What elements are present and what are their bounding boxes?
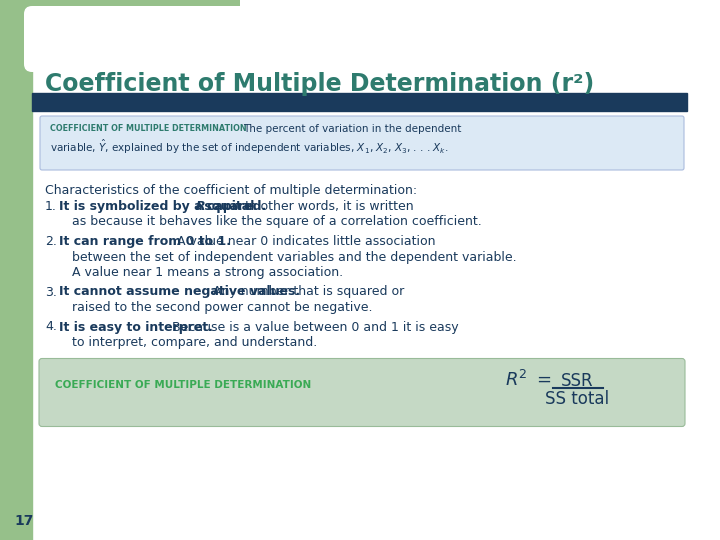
Text: 2.: 2. xyxy=(45,235,57,248)
Text: Because is a value between 0 and 1 it is easy: Because is a value between 0 and 1 it is… xyxy=(168,321,459,334)
FancyBboxPatch shape xyxy=(0,0,240,50)
Text: squared.: squared. xyxy=(200,200,266,213)
Text: COEFFICIENT OF MULTIPLE DETERMINATION: COEFFICIENT OF MULTIPLE DETERMINATION xyxy=(50,124,247,133)
Text: It is symbolized by a capital: It is symbolized by a capital xyxy=(59,200,258,213)
Text: The percent of variation in the dependent: The percent of variation in the dependen… xyxy=(243,124,462,134)
Bar xyxy=(32,93,687,111)
Text: It is easy to interpret.: It is easy to interpret. xyxy=(59,321,213,334)
Text: Characteristics of the coefficient of multiple determination:: Characteristics of the coefficient of mu… xyxy=(45,184,417,197)
Text: SSR: SSR xyxy=(561,372,593,389)
Text: Any number that is squared or: Any number that is squared or xyxy=(209,286,404,299)
Bar xyxy=(0,0,32,540)
Text: between the set of independent variables and the dependent variable.: between the set of independent variables… xyxy=(72,251,517,264)
Text: to interpret, compare, and understand.: to interpret, compare, and understand. xyxy=(72,336,318,349)
FancyBboxPatch shape xyxy=(40,116,684,170)
Text: variable, $\hat{Y}$, explained by the set of independent variables, $X_1$, $X_2$: variable, $\hat{Y}$, explained by the se… xyxy=(50,138,449,156)
Text: Coefficient of Multiple Determination (r²): Coefficient of Multiple Determination (r… xyxy=(45,72,594,96)
FancyBboxPatch shape xyxy=(24,6,260,72)
Text: as because it behaves like the square of a correlation coefficient.: as because it behaves like the square of… xyxy=(72,215,482,228)
Text: It cannot assume negative values.: It cannot assume negative values. xyxy=(59,286,300,299)
Text: $\mathit{R}^2\ =$: $\mathit{R}^2\ =$ xyxy=(505,369,552,389)
Text: 1.: 1. xyxy=(45,200,57,213)
Text: raised to the second power cannot be negative.: raised to the second power cannot be neg… xyxy=(72,301,372,314)
Text: R: R xyxy=(195,200,205,213)
Text: A value near 0 indicates little association: A value near 0 indicates little associat… xyxy=(173,235,435,248)
Text: 3.: 3. xyxy=(45,286,57,299)
Text: 17: 17 xyxy=(14,514,33,528)
Text: SS total: SS total xyxy=(545,389,609,408)
Text: It can range from 0 to 1.: It can range from 0 to 1. xyxy=(59,235,231,248)
Text: COEFFICIENT OF MULTIPLE DETERMINATION: COEFFICIENT OF MULTIPLE DETERMINATION xyxy=(55,380,311,389)
Text: In other words, it is written: In other words, it is written xyxy=(240,200,413,213)
Text: A value near 1 means a strong association.: A value near 1 means a strong associatio… xyxy=(72,266,343,279)
FancyBboxPatch shape xyxy=(39,359,685,427)
Text: 4.: 4. xyxy=(45,321,57,334)
